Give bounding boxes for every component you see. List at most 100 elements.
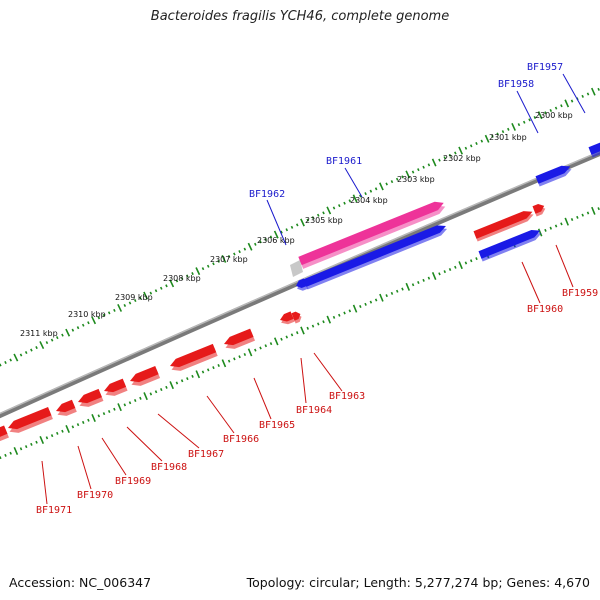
reverse-gene-label[interactable]: BF1964 — [296, 405, 332, 416]
scale-tick — [343, 311, 346, 315]
gene-arrow-reverse[interactable] — [532, 202, 547, 217]
gene-labels: BF1957 BF1958 BF1961 BF1962 BF1959 BF1960 BF19… — [36, 62, 598, 516]
gene-arrow-reverse[interactable] — [222, 328, 255, 352]
reverse-leader-line — [157, 413, 200, 449]
scale-tick — [206, 264, 210, 268]
scale-tick — [159, 286, 163, 290]
reverse-gene-label[interactable]: BF1968 — [151, 462, 187, 473]
scale-tick — [180, 276, 184, 280]
scale-tick — [107, 311, 111, 315]
scale-tick — [50, 338, 54, 342]
gene-arrow-reverse[interactable] — [102, 378, 128, 399]
reverse-gene-label[interactable]: BF1959 — [562, 288, 598, 299]
scale-tick — [528, 118, 531, 122]
scale-tick — [233, 252, 236, 256]
scale-tick — [591, 206, 596, 215]
scale-tick — [76, 423, 80, 427]
scale-tick — [316, 213, 320, 217]
scale-tick — [91, 414, 96, 423]
scale-label: 2306 kbp — [257, 236, 295, 245]
scale-tick — [586, 92, 590, 96]
scale-label: 2302 kbp — [443, 154, 481, 163]
outer-tick-track — [0, 87, 600, 367]
scale-label: 2308 kbp — [163, 274, 201, 283]
forward-gene-label[interactable]: BF1962 — [249, 189, 285, 200]
scale-tick — [139, 296, 142, 300]
gene-arrow-reverse[interactable] — [76, 388, 104, 410]
scale-tick — [149, 392, 153, 396]
scale-tick — [537, 228, 543, 237]
forward-gene-label[interactable]: BF1957 — [527, 62, 563, 73]
scale-tick — [117, 403, 122, 412]
gene-arrow-reverse[interactable] — [473, 208, 536, 242]
gene-arrow-reverse[interactable] — [291, 310, 304, 324]
scale-tick — [475, 141, 478, 146]
reverse-gene-label[interactable]: BF1971 — [36, 505, 72, 516]
scale-tick — [570, 99, 574, 103]
forward-leader-line — [516, 90, 539, 134]
scale-tick — [576, 215, 579, 219]
scale-tick — [359, 304, 362, 309]
scale-tick — [273, 230, 279, 239]
scale-tick — [280, 230, 283, 234]
scale-tick — [65, 425, 70, 434]
gene-arrow-forward[interactable] — [535, 163, 573, 187]
gene-arrow-reverse[interactable] — [168, 343, 218, 374]
forward-gene-label[interactable]: BF1958 — [498, 79, 534, 90]
gene-arrow-reverse[interactable] — [128, 365, 161, 389]
gene-arrow-forward[interactable] — [295, 278, 308, 293]
scale-tick — [427, 276, 431, 280]
scale-tick — [169, 381, 174, 390]
scale-tick — [269, 342, 273, 346]
scale-tick — [411, 170, 415, 174]
scale-tick — [533, 115, 537, 120]
scale-tick — [374, 298, 378, 302]
scale-tick — [348, 199, 352, 203]
scale-tick — [405, 170, 411, 179]
scale-tick — [238, 250, 241, 254]
reverse-gene-label[interactable]: BF1967 — [188, 449, 224, 460]
scale-tick — [438, 272, 441, 276]
scale-labels: 2300 kbp 2301 kbp 2302 kbp 2303 kbp 2304 kbp… — [20, 111, 573, 338]
scale-tick — [45, 341, 49, 345]
gene-arrow-highlighted[interactable] — [298, 199, 447, 269]
reverse-gene-label[interactable]: BF1960 — [527, 304, 563, 315]
scale-tick — [195, 267, 201, 276]
reverse-gene-label[interactable]: BF1969 — [115, 476, 151, 487]
scale-tick — [570, 218, 574, 222]
reverse-gene-label[interactable]: BF1966 — [223, 434, 259, 445]
scale-tick — [91, 316, 97, 325]
gene-arrow-forward[interactable] — [588, 136, 600, 158]
scale-tick — [117, 303, 123, 312]
scale-tick — [149, 291, 153, 295]
gene-arrow-forward[interactable] — [478, 227, 543, 262]
scale-label: 2301 kbp — [489, 133, 527, 142]
scale-tick — [143, 291, 149, 300]
scale-label: 2303 kbp — [397, 175, 435, 184]
scale-tick — [395, 177, 399, 181]
scale-tick — [81, 323, 85, 327]
gene-arrow-reverse[interactable] — [6, 406, 53, 436]
gene-arrow-reverse[interactable] — [0, 425, 9, 443]
reverse-gene-label[interactable]: BF1963 — [329, 391, 365, 402]
scale-tick — [496, 132, 499, 136]
forward-gene-label[interactable]: BF1961 — [326, 156, 362, 167]
scale-tick — [290, 333, 294, 337]
scale-tick — [154, 289, 158, 293]
gene-arrow-reverse[interactable] — [279, 311, 295, 326]
reverse-leader-line — [206, 395, 235, 434]
reverse-leader-line — [521, 261, 541, 304]
gene-arrow-forward[interactable] — [303, 222, 449, 290]
scale-tick — [560, 222, 563, 226]
reverse-gene-label[interactable]: BF1965 — [259, 420, 295, 431]
gene-arrow-reverse[interactable] — [54, 399, 77, 419]
scale-tick — [537, 111, 543, 120]
scale-tick — [554, 224, 558, 228]
scale-tick — [417, 168, 420, 172]
scale-tick — [243, 247, 247, 251]
reverse-gene-label[interactable]: BF1970 — [77, 490, 113, 501]
scale-tick — [338, 313, 341, 317]
scale-tick — [13, 353, 19, 362]
scale-tick — [201, 267, 205, 271]
scale-tick — [343, 201, 346, 205]
